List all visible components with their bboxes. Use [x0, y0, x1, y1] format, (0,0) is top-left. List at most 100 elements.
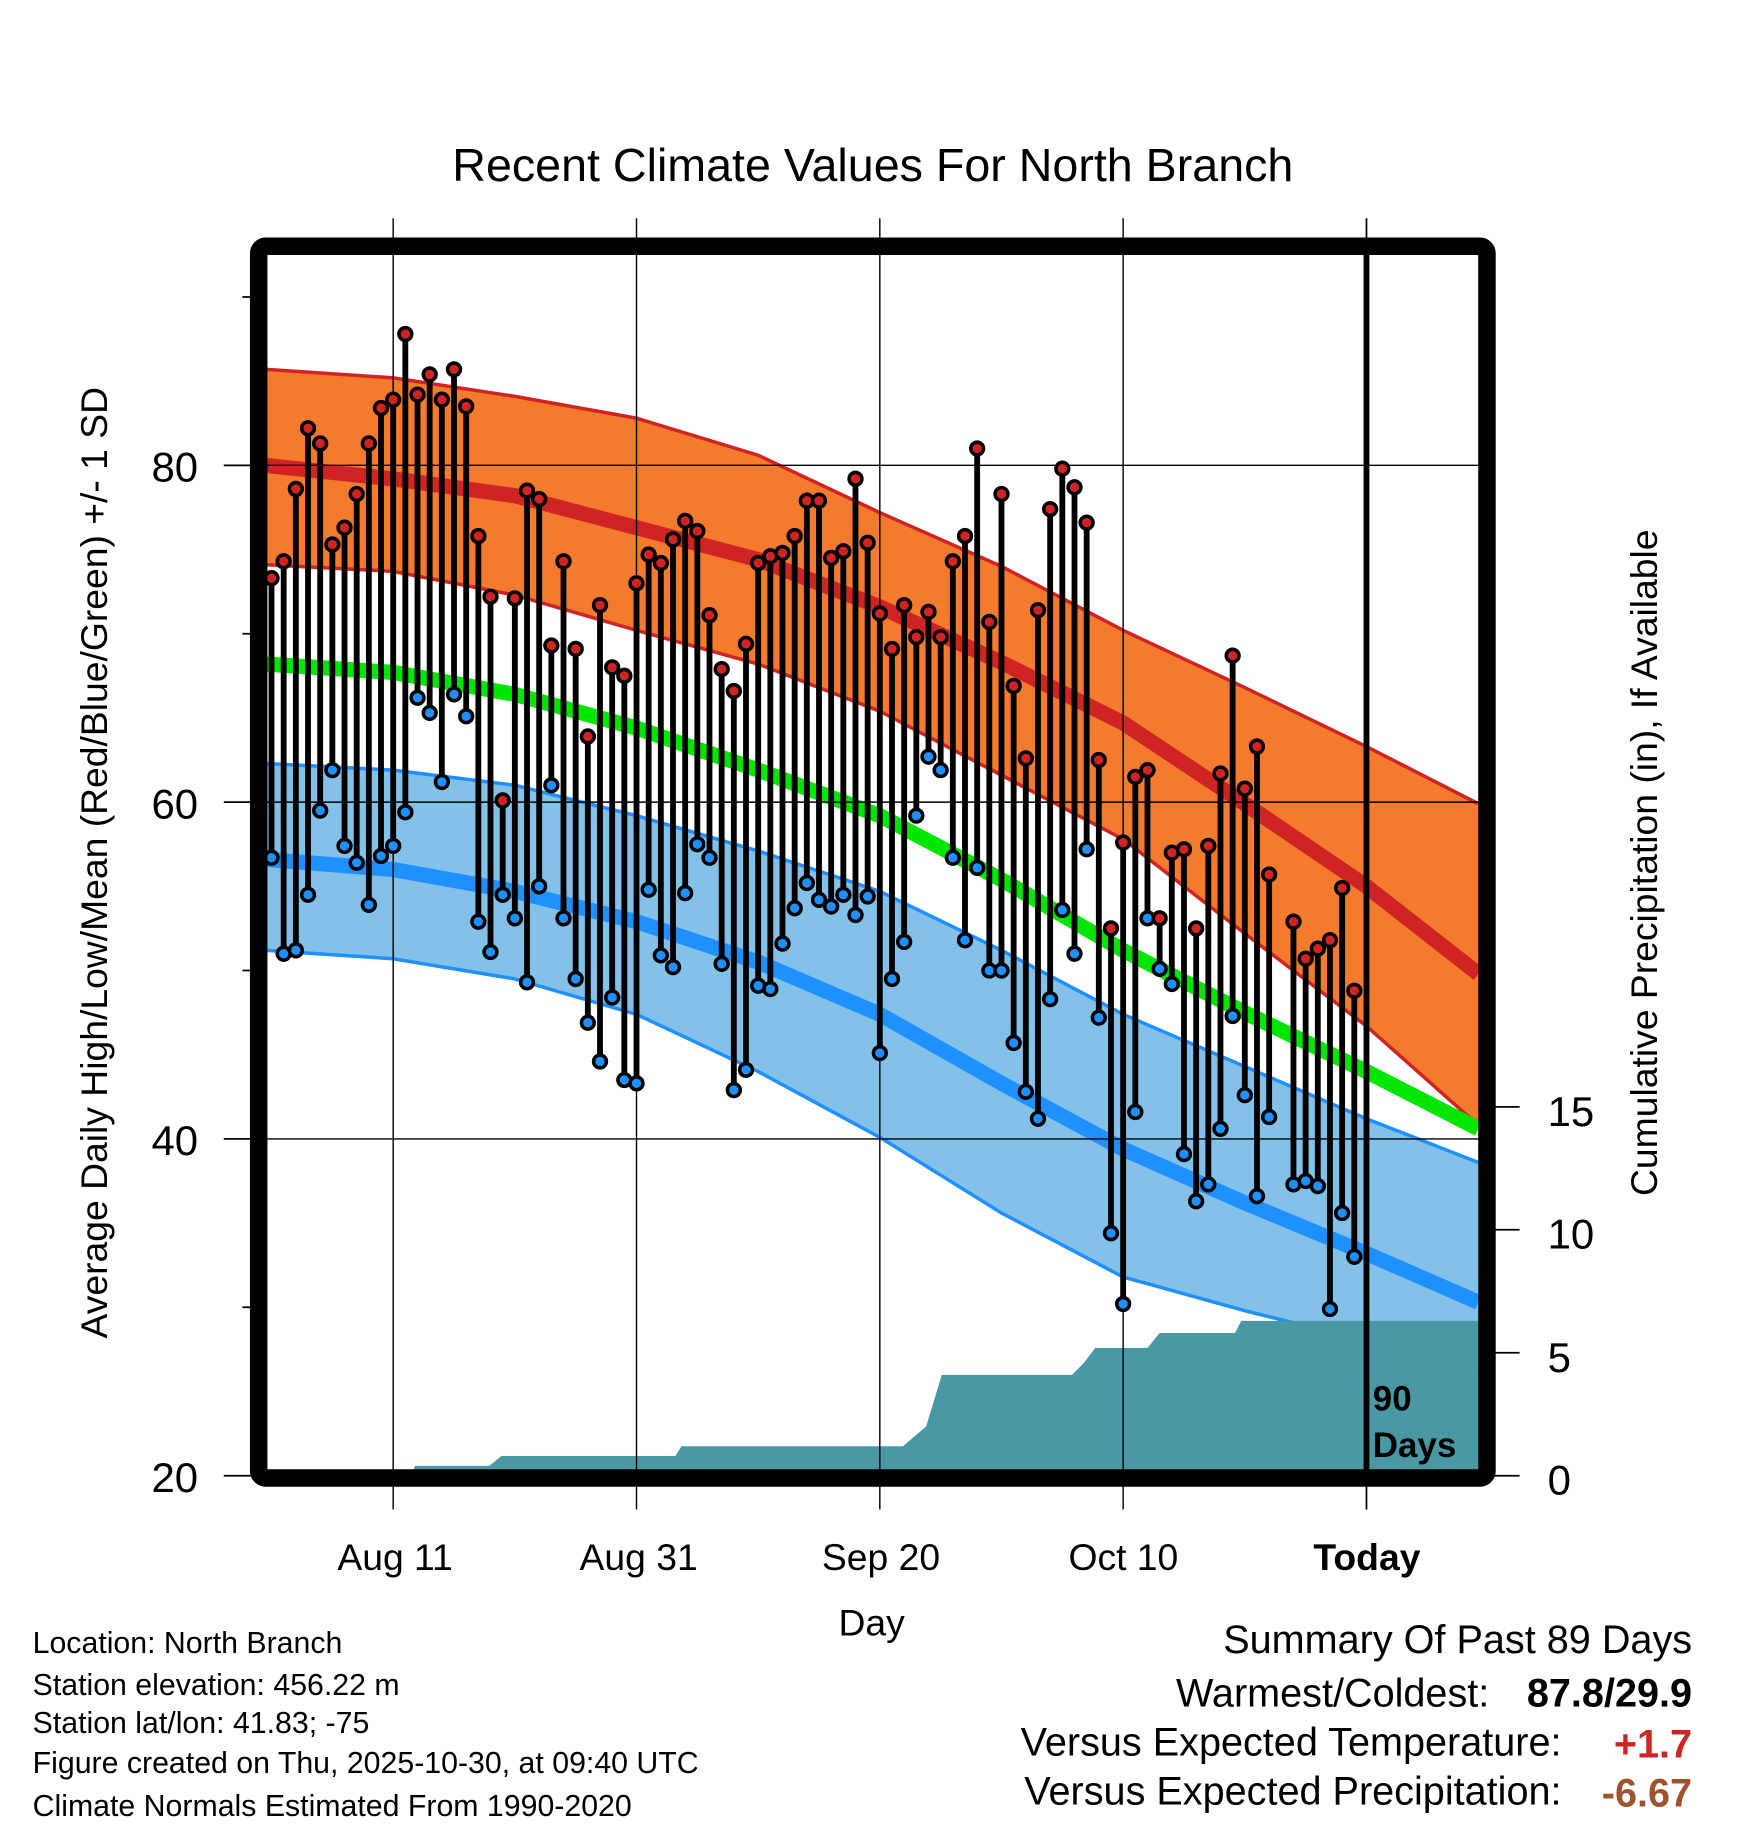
today-label-90: 90 [1373, 1379, 1412, 1418]
daily-low-point [713, 955, 730, 972]
daily-low-point [324, 761, 341, 779]
daily-low-point [1212, 1120, 1229, 1137]
daily-low-point [1066, 945, 1083, 962]
daily-low-point [1151, 960, 1168, 977]
daily-high-point [859, 534, 876, 551]
daily-high-point [1041, 500, 1059, 518]
daily-high-point [531, 490, 548, 508]
daily-low-point [1200, 1176, 1217, 1193]
daily-high-point [482, 588, 499, 605]
daily-low-point [993, 962, 1010, 979]
daily-low-point [266, 849, 280, 866]
daily-high-point [1321, 932, 1339, 949]
daily-low-point [287, 942, 305, 959]
daily-high-point [1212, 765, 1229, 782]
daily-low-point [774, 935, 791, 952]
daily-low-point [762, 980, 779, 998]
summary-title: Summary Of Past 89 Days [1223, 1618, 1692, 1662]
y-tick-label: 20 [151, 1454, 198, 1501]
daily-low-point [847, 906, 864, 924]
daily-low-point [470, 913, 487, 930]
daily-high-point [470, 527, 487, 545]
daily-low-point [531, 878, 548, 895]
daily-high-point [275, 553, 292, 570]
daily-low-point [944, 849, 961, 866]
daily-high-point [1285, 913, 1302, 930]
y2-axis-label: Cumulative Precipitation (in), If Availa… [1623, 529, 1665, 1196]
y-axis-label: Average Daily High/Low/Mean (Red/Blue/Gr… [73, 387, 115, 1338]
daily-high-point [1139, 761, 1156, 779]
daily-low-point [1187, 1193, 1205, 1210]
x-tick-label: Aug 31 [580, 1536, 698, 1578]
daily-low-point [591, 1053, 609, 1070]
daily-high-point [1005, 677, 1022, 695]
daily-low-point [1260, 1108, 1278, 1126]
daily-high-point [1346, 982, 1363, 999]
daily-low-point [1163, 975, 1180, 993]
daily-low-point [433, 773, 451, 791]
daily-low-point [1054, 901, 1071, 919]
daily-high-point [932, 628, 949, 646]
daily-low-point [299, 886, 317, 903]
daily-low-point [871, 1044, 888, 1062]
summary-precip-value: -6.67 [1602, 1772, 1692, 1816]
daily-low-point [968, 859, 986, 876]
daily-low-point [1236, 1086, 1253, 1104]
daily-high-point [299, 420, 317, 437]
daily-high-point [433, 391, 451, 408]
daily-high-point [725, 682, 742, 700]
daily-high-point [1078, 514, 1095, 531]
daily-high-point [628, 575, 645, 592]
daily-low-point [1224, 1007, 1241, 1025]
daily-low-point [956, 932, 974, 949]
daily-high-point [567, 640, 584, 658]
daily-low-point [604, 989, 621, 1006]
daily-low-point [810, 891, 828, 908]
daily-low-point [920, 748, 937, 765]
daily-high-point [786, 527, 803, 545]
daily-low-point [835, 886, 852, 903]
daily-high-point [823, 549, 840, 567]
daily-low-point [908, 807, 925, 824]
daily-high-point [579, 728, 596, 745]
daily-high-point [737, 635, 755, 652]
daily-high-point [835, 543, 852, 560]
x-tick-label: Sep 20 [822, 1536, 940, 1578]
daily-low-point [1175, 1145, 1193, 1163]
chart-title: Recent Climate Values For North Branch [452, 139, 1293, 191]
daily-high-point [713, 660, 730, 678]
daily-low-point [458, 708, 475, 725]
daily-high-point [397, 325, 414, 343]
footer-latlon: Station lat/lon: 41.83; -75 [33, 1707, 370, 1740]
daily-high-point [1127, 768, 1144, 786]
daily-high-point [1066, 479, 1083, 496]
daily-high-point [968, 440, 986, 457]
daily-high-point [908, 628, 925, 646]
daily-high-point [336, 519, 353, 536]
daily-high-point [266, 570, 280, 587]
daily-low-point [640, 881, 657, 898]
daily-low-point [312, 802, 329, 819]
x-tick-label: Oct 10 [1068, 1536, 1178, 1578]
daily-low-point [628, 1075, 645, 1092]
daily-low-point [689, 836, 706, 853]
daily-high-point [372, 399, 390, 417]
daily-low-point [737, 1061, 755, 1079]
daily-high-point [847, 470, 864, 487]
daily-low-point [786, 900, 803, 917]
daily-high-point [652, 554, 669, 572]
plot-frame [249, 237, 1496, 1487]
daily-high-point [1187, 920, 1205, 937]
daily-high-point [701, 607, 718, 624]
daily-low-point [859, 888, 876, 905]
daily-high-point [810, 492, 828, 509]
daily-low-point [1029, 1110, 1047, 1127]
daily-low-point [409, 689, 426, 706]
daily-high-point [604, 659, 621, 676]
daily-high-point [1297, 950, 1314, 967]
daily-high-point [1248, 738, 1266, 755]
daily-low-point [336, 837, 353, 855]
summary-temp-label: Versus Expected Temperature: [1021, 1720, 1562, 1764]
daily-high-point [944, 553, 961, 570]
daily-high-point [896, 596, 913, 614]
